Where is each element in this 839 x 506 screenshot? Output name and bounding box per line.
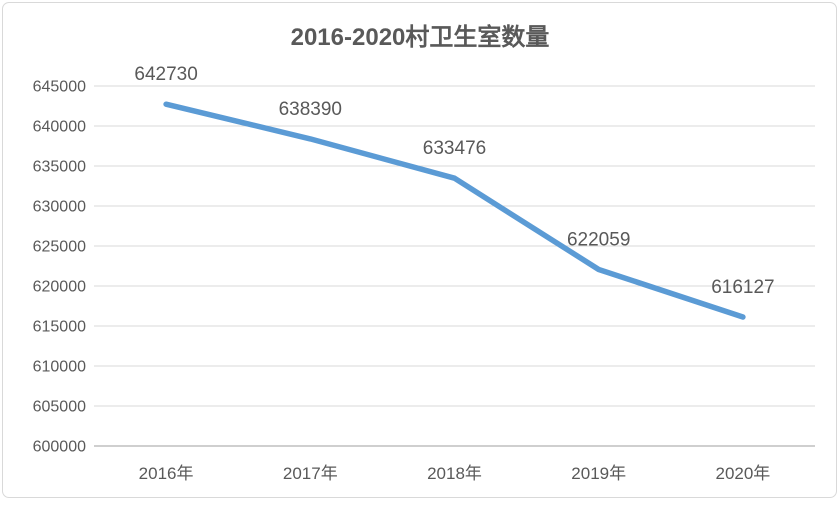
y-tick-label: 635000 xyxy=(33,159,86,176)
x-category-label: 2020年 xyxy=(715,464,770,483)
line-chart: 2016-2020村卫生室数量 645000 640000 635000 630000… xyxy=(33,23,815,483)
data-label: 642730 xyxy=(134,64,197,85)
series-line xyxy=(163,101,746,320)
y-axis-tick-labels: 645000 640000 635000 630000 625000 620000 6150… xyxy=(33,79,86,456)
data-labels: 642730 638390 633476 622059 616127 xyxy=(134,64,774,298)
x-category-label: 2018年 xyxy=(427,464,482,483)
y-tick-label: 645000 xyxy=(33,79,86,96)
data-label: 616127 xyxy=(711,277,774,298)
x-axis-category-labels: 2016年 2017年 2018年 2019年 2020年 xyxy=(139,464,771,483)
y-tick-label: 630000 xyxy=(33,199,86,216)
chart-frame: 2016-2020村卫生室数量 645000 640000 635000 630000… xyxy=(2,2,837,498)
y-tick-label: 605000 xyxy=(33,399,86,416)
x-category-label: 2016年 xyxy=(139,464,194,483)
y-tick-label: 620000 xyxy=(33,279,86,296)
y-tick-label: 615000 xyxy=(33,319,86,336)
gridlines xyxy=(94,85,815,447)
data-label: 638390 xyxy=(279,99,342,120)
y-tick-label: 600000 xyxy=(33,439,86,456)
y-tick-label: 610000 xyxy=(33,359,86,376)
y-tick-label: 625000 xyxy=(33,239,86,256)
x-category-label: 2017年 xyxy=(283,464,338,483)
x-category-label: 2019年 xyxy=(571,464,626,483)
chart-title: 2016-2020村卫生室数量 xyxy=(291,23,550,51)
y-tick-label: 640000 xyxy=(33,119,86,136)
data-label: 633476 xyxy=(423,138,486,159)
data-label: 622059 xyxy=(567,230,630,251)
